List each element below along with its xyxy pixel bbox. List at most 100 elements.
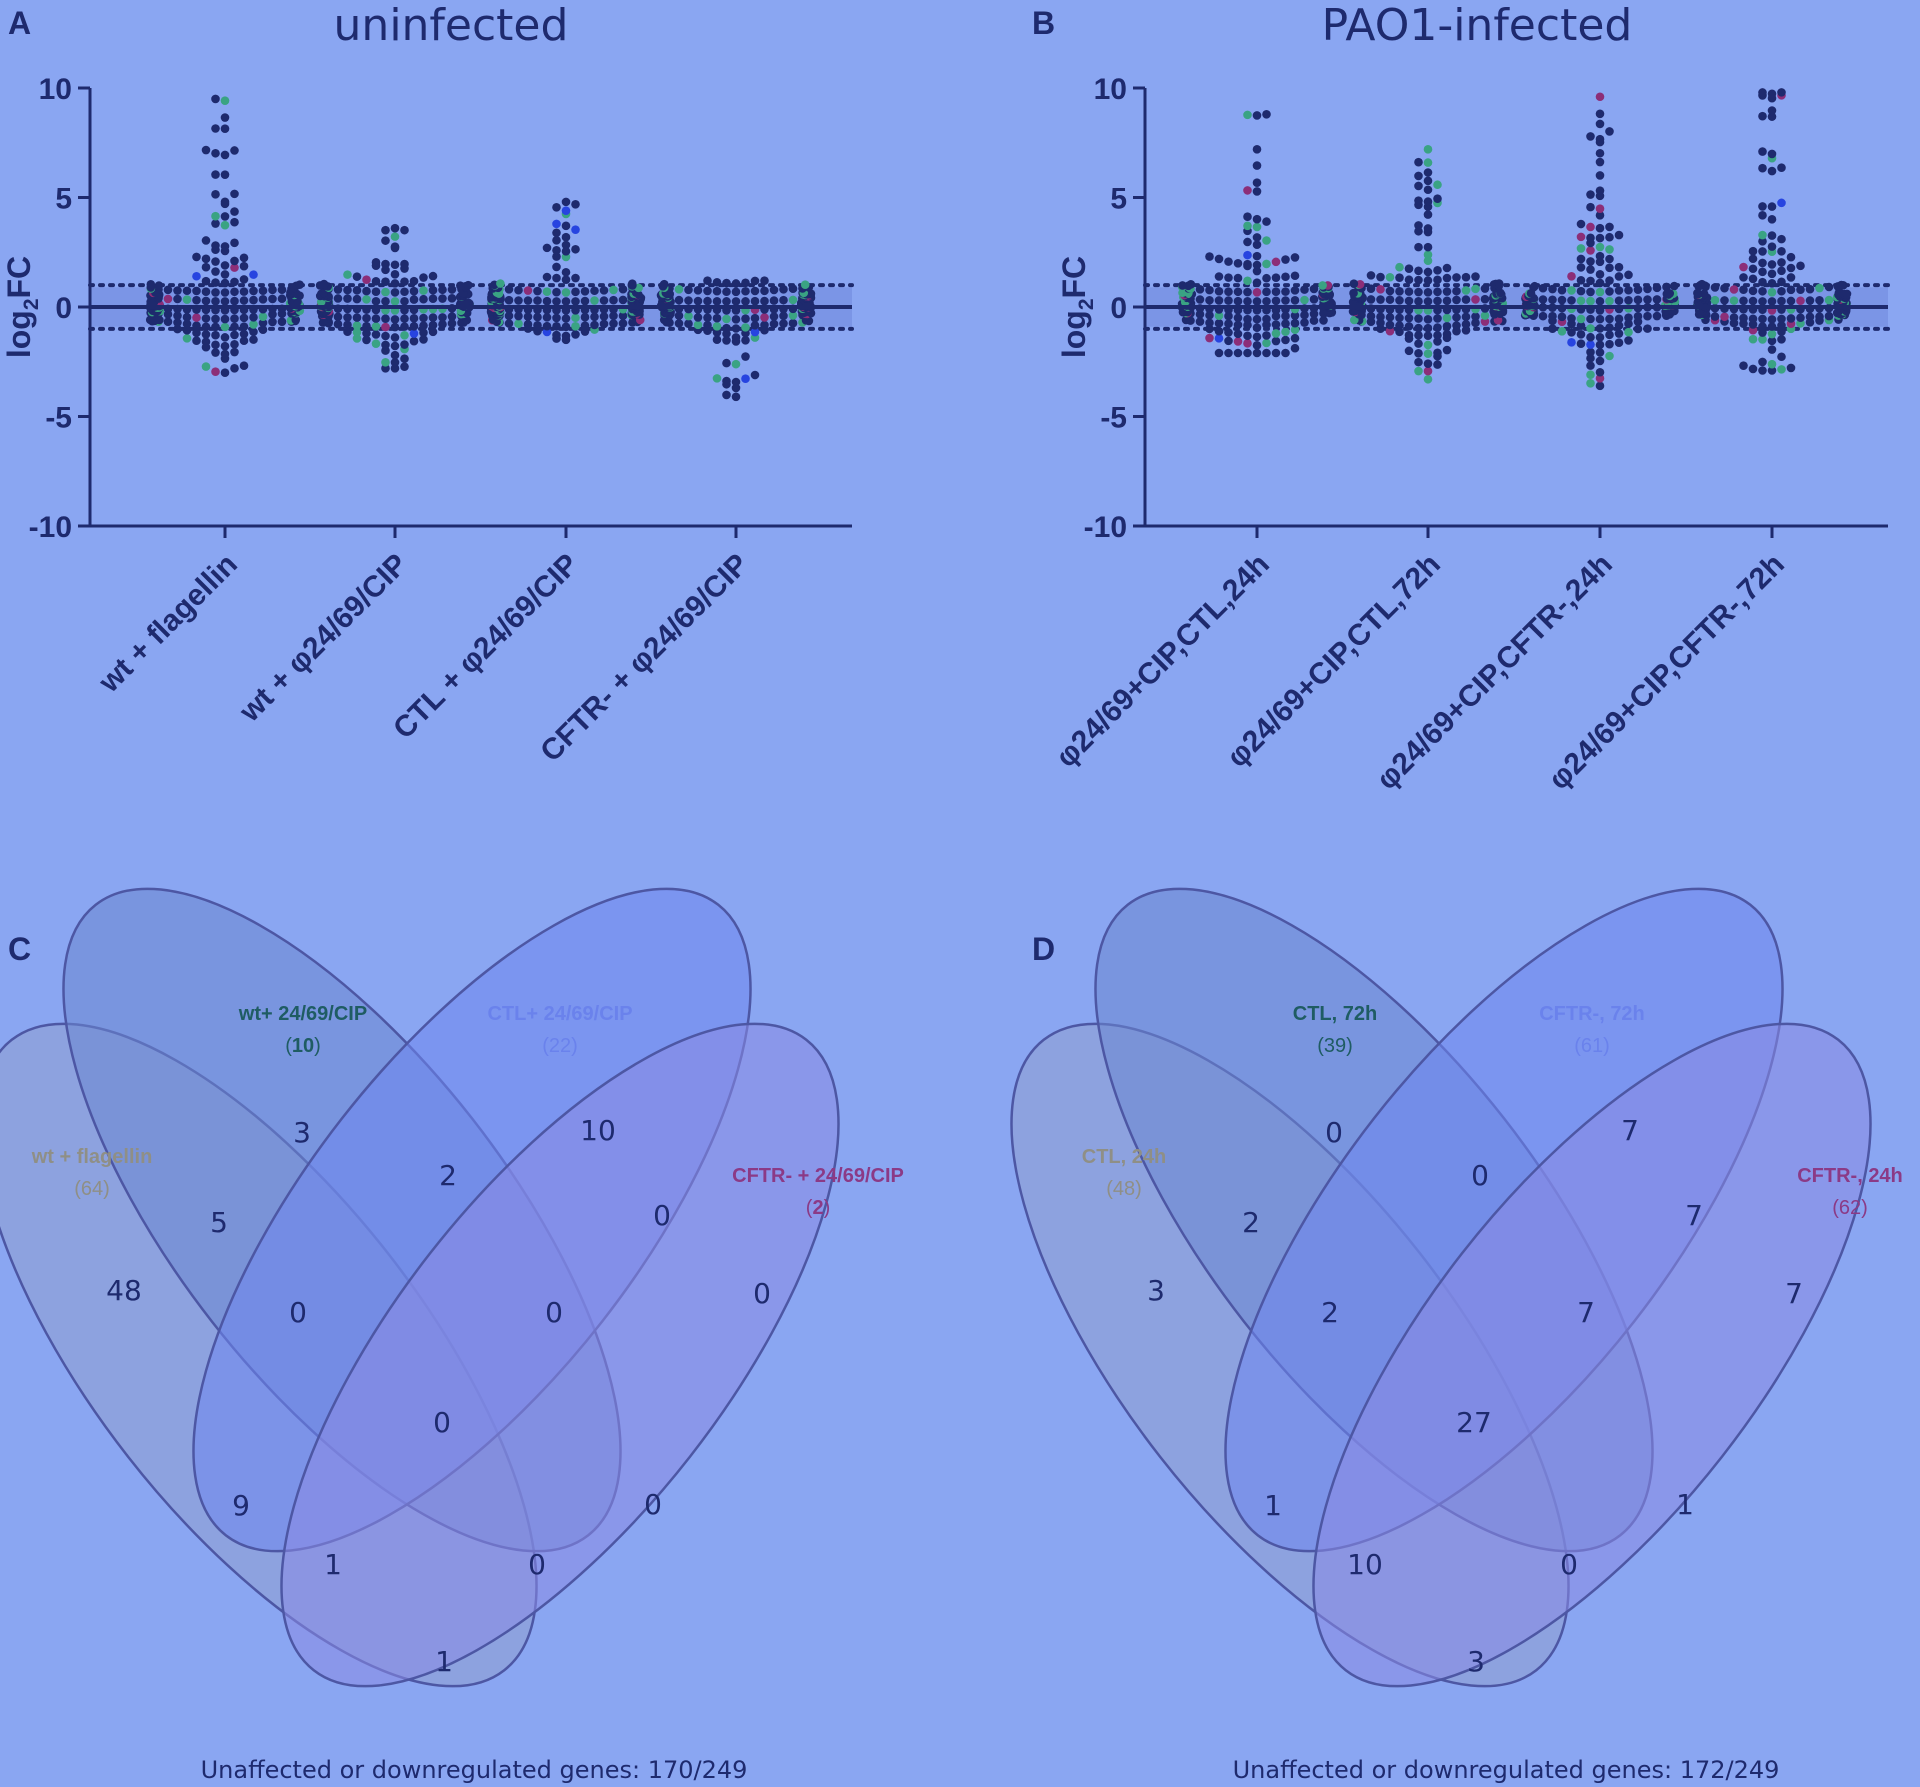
panel-a-data-point (163, 294, 173, 304)
panel-a-data-point (580, 312, 590, 322)
panel-a-data-point (561, 232, 571, 242)
panel-b-data-point (1758, 236, 1767, 246)
panel-a-data-point (220, 278, 230, 288)
panel-b-data-point (1243, 237, 1252, 247)
panel-b-y-tick-label: 10 (1094, 73, 1127, 106)
panel-b-data-point (1461, 295, 1471, 304)
panel-b-data-point (1643, 324, 1652, 333)
panel-b-data-point (1233, 287, 1243, 297)
panel-d-region-value: 3 (1467, 1645, 1485, 1678)
panel-b-data-point (1576, 314, 1586, 324)
panel-a-data-point (590, 296, 599, 305)
panel-a-data-point (684, 311, 693, 321)
panel-a-data-point (390, 242, 400, 251)
panel-b-data-point (1271, 273, 1281, 282)
panel-b-data-point (1786, 263, 1796, 273)
panel-a-data-point (390, 270, 400, 279)
panel-b-data-point (1414, 366, 1423, 376)
panel-b-data-point (1595, 223, 1605, 233)
panel-b-data-point (1767, 89, 1777, 99)
panel-b-data-point (1624, 285, 1633, 295)
panel-d-region-value: 0 (1325, 1116, 1343, 1149)
panel-b-data-point (1349, 288, 1358, 298)
panel-b-data-point (1576, 296, 1586, 306)
panel-a-data-point (618, 295, 628, 305)
panel-b-y-tick-label: -10 (1084, 511, 1127, 544)
panel-a-data-point (542, 272, 552, 282)
panel-a-data-point (182, 295, 192, 304)
panel-a-data-point (703, 296, 712, 306)
panel-c-set-name: wt + flagellin (31, 1146, 153, 1168)
panel-a-category-label: wt + flagellin (92, 548, 244, 700)
panel-b-data-point (1777, 277, 1786, 287)
panel-a-y-tick-label: 10 (39, 73, 72, 106)
panel-b-data-point (1414, 314, 1423, 323)
panel-c-set-name: CFTR- + 24/69/CIP (732, 1165, 904, 1187)
panel-a-data-point (146, 280, 156, 289)
panel-b-data-point (1605, 351, 1614, 361)
panel-a-data-point (722, 287, 731, 297)
panel-b-data-point (1252, 161, 1262, 170)
panel-a-data-point (552, 219, 561, 229)
panel-b-data-point (1767, 231, 1777, 240)
panel-a-data-point (590, 286, 599, 296)
panel-a-data-point (400, 354, 409, 363)
panel-b-data-point (1214, 311, 1224, 321)
panel-b-data-point (1243, 276, 1252, 286)
panel-b-data-point (1595, 324, 1605, 333)
panel-a-data-point (211, 340, 220, 350)
panel-b-data-point (1433, 296, 1442, 306)
panel-a-data-point (438, 285, 447, 295)
panel-b-data-point (1548, 295, 1557, 305)
panel-a-data-point (514, 285, 523, 295)
panel-a-data-point (220, 341, 230, 351)
panel-a-data-point (220, 288, 230, 297)
panel-b-data-point (1758, 258, 1767, 268)
panel-a-data-point (523, 319, 533, 329)
panel-a-data-point (371, 296, 381, 306)
panel-a-data-point (712, 277, 722, 287)
panel-a-data-point (684, 296, 693, 305)
panel-b-data-point (1243, 186, 1252, 195)
panel-a-data-point (769, 312, 779, 321)
panel-a-data-point (693, 286, 703, 295)
panel-a-data-point (684, 319, 693, 328)
panel-b-data-point (1758, 230, 1767, 240)
panel-b-data-point (1605, 254, 1614, 264)
panel-b-data-point (1605, 232, 1614, 242)
panel-a-data-point (552, 322, 561, 331)
panel-b-data-point (1252, 287, 1262, 297)
panel-b-data-point (1758, 322, 1767, 331)
panel-b-data-point (1414, 157, 1423, 167)
panel-b-data-point (1605, 323, 1614, 332)
panel-d-region-value: 3 (1147, 1274, 1165, 1307)
panel-b-data-point (1530, 281, 1539, 291)
panel-b-data-point (1605, 296, 1614, 306)
panel-a-data-point (155, 315, 164, 325)
panel-a-data-point (533, 296, 542, 305)
panel-b-data-point (1214, 326, 1224, 336)
panel-b-data-point (1576, 219, 1586, 229)
panel-a-data-point (319, 279, 329, 289)
panel-b-data-point (1423, 340, 1433, 350)
panel-b-data-point (1442, 329, 1452, 339)
panel-b-data-point (1748, 274, 1758, 284)
panel-b-data-point (1233, 320, 1243, 330)
panel-a-data-point (409, 322, 419, 331)
panel-c-region-value: 0 (545, 1296, 563, 1329)
panel-b-data-point (1595, 333, 1605, 342)
panel-b-data-point (1349, 315, 1359, 325)
panel-a-data-point (561, 197, 571, 207)
panel-b-data-point (1271, 257, 1281, 267)
panel-a-data-point (731, 377, 741, 387)
panel-a-data-point (211, 219, 220, 228)
panel-b-data-point (1233, 273, 1243, 283)
panel-b-data-point (1281, 296, 1290, 305)
panel-a-data-point (419, 313, 428, 323)
panel-a-data-point (731, 392, 741, 402)
panel-a-data-point (192, 252, 201, 262)
panel-b-data-point (1452, 321, 1461, 330)
panel-b-data-point (1442, 321, 1452, 331)
panel-b-data-point (1414, 323, 1423, 333)
panel-a-data-point (211, 367, 220, 376)
